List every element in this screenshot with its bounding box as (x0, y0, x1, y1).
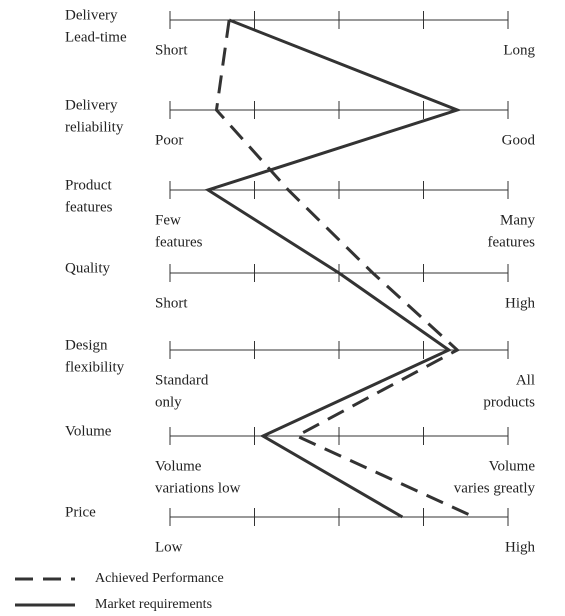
high-label: Good (502, 132, 536, 148)
row-label: Delivery (65, 7, 118, 23)
series-line (204, 18, 462, 519)
high-label: Long (503, 42, 535, 58)
low-label: Volume (155, 458, 202, 474)
row-label: Volume (65, 423, 112, 439)
low-label: Few (155, 212, 181, 228)
row-label: Price (65, 504, 96, 520)
row-label: Quality (65, 260, 110, 276)
row-label: reliability (65, 119, 124, 135)
row-label: Lead-time (65, 29, 127, 45)
low-label: Short (155, 42, 188, 58)
high-label: products (483, 394, 535, 410)
row-label: Product (65, 177, 112, 193)
legend-label: Market requirements (95, 597, 212, 612)
low-label: Low (155, 539, 183, 555)
row-label: flexibility (65, 359, 125, 375)
row-label: Delivery (65, 97, 118, 113)
series-line (214, 19, 475, 519)
low-label: Standard (155, 372, 209, 388)
high-label: features (488, 234, 536, 250)
high-label: Many (500, 212, 535, 228)
low-label: features (155, 234, 203, 250)
row-label: features (65, 199, 113, 215)
high-label: Volume (489, 458, 536, 474)
high-label: High (505, 539, 536, 555)
legend-label: Achieved Performance (95, 571, 224, 586)
high-label: High (505, 295, 536, 311)
high-label: varies greatly (454, 480, 536, 496)
low-label: Short (155, 295, 188, 311)
high-label: All (516, 372, 535, 388)
row-label: Design (65, 337, 108, 353)
low-label: only (155, 394, 182, 410)
low-label: Poor (155, 132, 183, 148)
low-label: variations low (155, 480, 241, 496)
